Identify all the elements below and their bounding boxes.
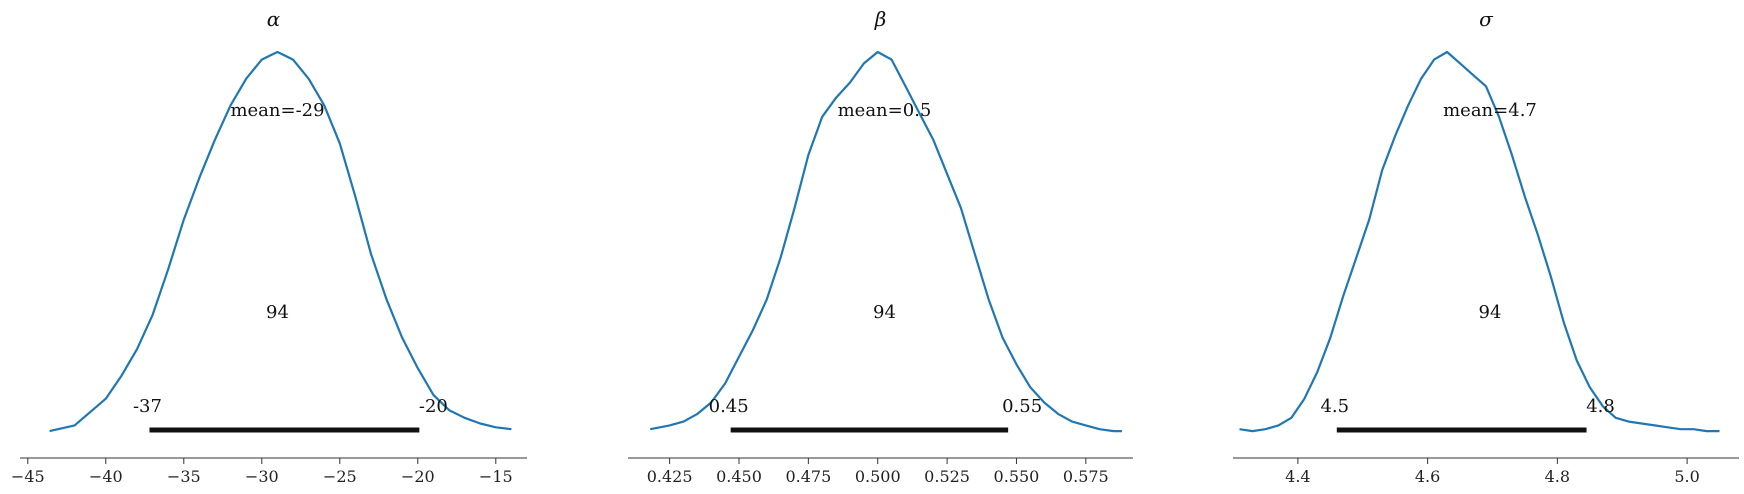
- x-tick-label: −25: [323, 467, 357, 486]
- panel-title: β: [874, 7, 887, 31]
- hdi-low-label: -37: [133, 396, 162, 417]
- hdi-prob-label: 94: [1479, 302, 1502, 323]
- hdi-high-label: 0.55: [1002, 396, 1042, 417]
- density-line: [49, 50, 512, 433]
- panel-title: σ: [1479, 7, 1494, 31]
- x-tick-label: 0.525: [924, 467, 970, 486]
- x-tick-label: 0.550: [994, 467, 1040, 486]
- x-tick-label: 0.425: [647, 467, 693, 486]
- hdi-high-label: 4.8: [1586, 396, 1615, 417]
- mean-label: mean=0.5: [838, 100, 932, 121]
- x-tick-label: 0.475: [785, 467, 831, 486]
- panel-title: α: [267, 7, 281, 31]
- hdi-low-label: 0.45: [709, 396, 749, 417]
- x-tick-label: 0.500: [855, 467, 901, 486]
- x-tick-label: −15: [479, 467, 513, 486]
- x-tick-label: −30: [245, 467, 279, 486]
- x-tick-label: 4.8: [1545, 467, 1570, 486]
- x-tick-label: 0.575: [1063, 467, 1109, 486]
- x-tick-label: 0.450: [716, 467, 762, 486]
- panel-1: α mean=-29 94 -37 -20 −45 −40 −35 −30 −25 −20 −15: [11, 7, 527, 486]
- x-tick-label: −45: [11, 467, 45, 486]
- x-tick-label: 5.0: [1674, 467, 1699, 486]
- panel-3: σ mean=4.7 94 4.5 4.8 4.4 4.6 4.8 5.0: [1233, 7, 1739, 486]
- hdi-prob-label: 94: [266, 302, 289, 323]
- mean-label: mean=4.7: [1443, 100, 1537, 121]
- x-tick-label: −40: [89, 467, 123, 486]
- hdi-low-label: 4.5: [1320, 396, 1349, 417]
- x-tick-label: −35: [167, 467, 201, 486]
- hdi-high-label: -20: [419, 396, 448, 417]
- panel-2: β mean=0.5 94 0.45 0.55 0.425 0.450 0.475 0.500 0…: [628, 7, 1133, 486]
- x-tick-label: −20: [401, 467, 435, 486]
- x-tick-label: 4.6: [1415, 467, 1440, 486]
- mean-label: mean=-29: [230, 100, 324, 121]
- hdi-prob-label: 94: [873, 302, 896, 323]
- density-line: [649, 50, 1122, 433]
- density-line: [1239, 50, 1720, 433]
- x-tick-label: 4.4: [1285, 467, 1310, 486]
